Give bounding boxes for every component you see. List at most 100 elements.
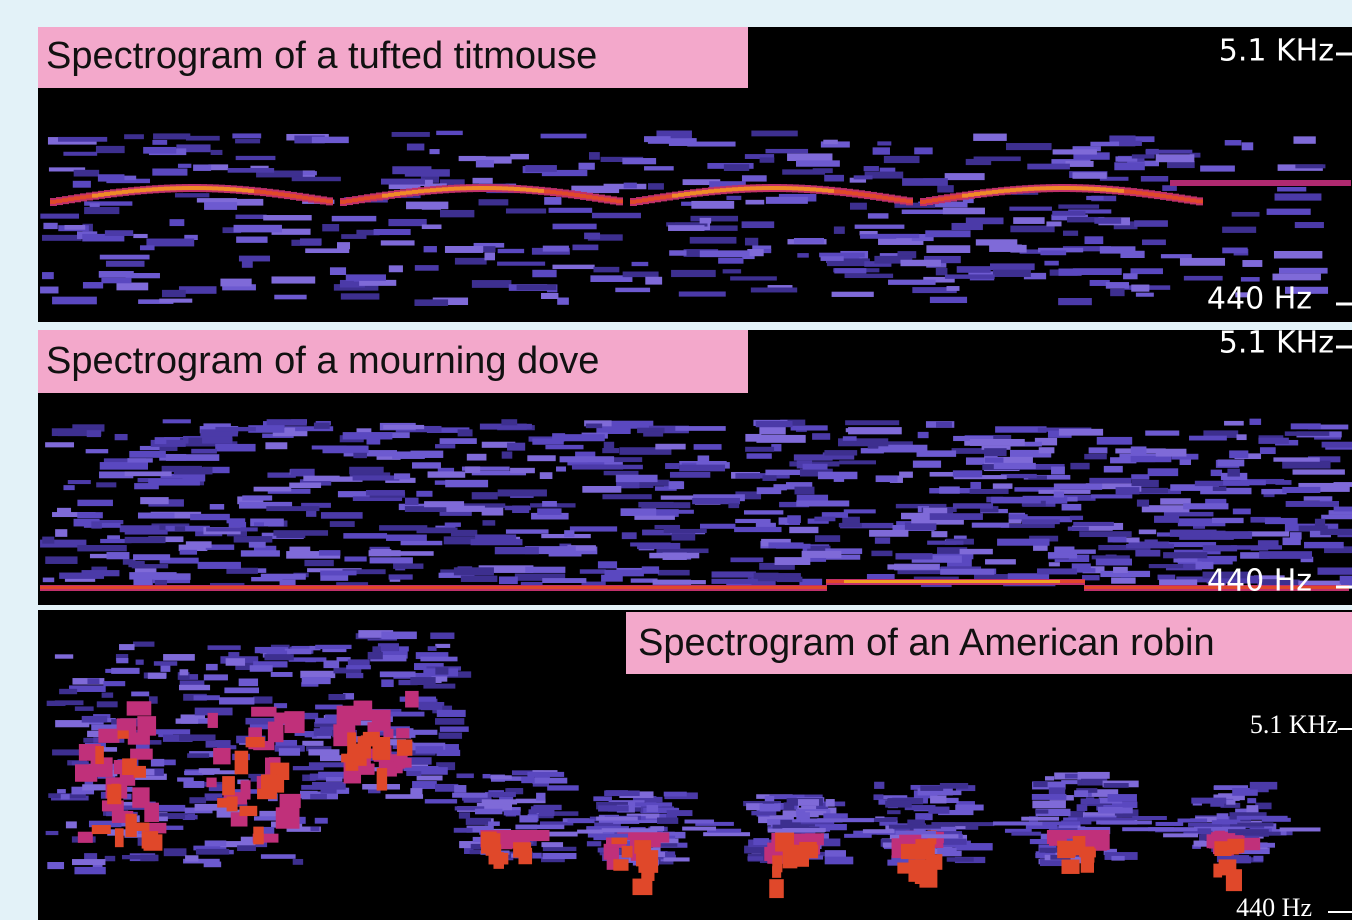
texture-cell <box>1130 268 1162 274</box>
texture-cell <box>623 272 659 278</box>
texture-cell <box>499 576 518 584</box>
texture-cell <box>751 287 797 292</box>
texture-cell <box>472 280 512 288</box>
texture-cell <box>1260 447 1276 454</box>
texture-cell <box>1094 187 1101 191</box>
texture-cell <box>598 586 605 589</box>
texture-cell <box>826 580 833 583</box>
texture-cell <box>127 701 152 715</box>
texture-cell <box>694 586 701 589</box>
texture-cell <box>896 831 936 835</box>
texture-cell <box>621 508 657 516</box>
texture-cell <box>77 512 103 518</box>
texture-cell <box>220 279 251 287</box>
texture-cell <box>370 586 377 589</box>
texture-cell <box>953 470 982 477</box>
texture-cell <box>204 862 222 868</box>
texture-cell <box>671 270 716 277</box>
texture-cell <box>204 202 237 210</box>
texture-cell <box>314 198 321 202</box>
texture-cell <box>1180 258 1225 266</box>
texture-cell <box>59 689 77 694</box>
texture-cell <box>991 497 1041 504</box>
texture-cell <box>1184 198 1191 202</box>
texture-cell <box>226 658 245 666</box>
figure: Spectrogram of a tufted titmouse 5.1 KHz… <box>0 0 1352 920</box>
texture-cell <box>580 569 606 573</box>
texture-cell <box>930 796 946 804</box>
texture-cell <box>163 419 191 423</box>
texture-cell <box>577 830 603 834</box>
texture-cell <box>945 274 995 278</box>
texture-cell <box>1072 580 1079 583</box>
texture-cell <box>56 199 63 203</box>
texture-cell <box>675 580 706 584</box>
texture-cell <box>884 156 920 163</box>
texture-cell <box>972 523 1009 528</box>
texture-cell <box>580 586 587 589</box>
texture-cell <box>132 787 149 807</box>
texture-cell <box>134 766 146 778</box>
texture-cell <box>74 867 105 874</box>
texture-cell <box>346 199 353 203</box>
texture-cell <box>328 586 335 589</box>
texture-cell <box>845 420 899 425</box>
texture-cell <box>1106 188 1113 192</box>
texture-cell <box>1322 442 1352 448</box>
texture-cell <box>1000 580 1007 583</box>
texture-cell <box>1132 586 1139 589</box>
texture-cell <box>908 859 927 882</box>
texture-cell <box>122 190 129 194</box>
texture-cell <box>513 842 531 857</box>
texture-cell <box>679 465 725 472</box>
texture-cell <box>1084 454 1107 459</box>
texture-cell <box>235 751 249 775</box>
texture-cell <box>58 586 65 589</box>
texture-cell <box>648 183 664 189</box>
texture-cell <box>682 586 689 589</box>
texture-cell <box>648 139 686 144</box>
texture-cell <box>1172 196 1179 200</box>
texture-cell <box>280 580 296 586</box>
texture-cell <box>146 188 153 192</box>
texture-cell <box>425 799 457 803</box>
texture-cell <box>1321 515 1352 520</box>
texture-cell <box>660 195 667 199</box>
texture-cell <box>772 855 782 872</box>
texture-cell <box>950 195 957 199</box>
texture-cell <box>541 842 563 847</box>
texture-cell <box>690 216 738 222</box>
texture-cell <box>1222 845 1239 855</box>
texture-cell <box>246 737 265 747</box>
texture-cell <box>934 580 941 583</box>
texture-cell <box>242 188 249 192</box>
texture-cell <box>234 536 273 542</box>
texture-cell <box>944 196 951 200</box>
texture-cell <box>1113 567 1128 573</box>
texture-cell <box>525 165 557 172</box>
texture-cell <box>1156 586 1163 589</box>
texture-cell <box>1081 855 1094 873</box>
texture-cell <box>647 805 659 812</box>
texture-cell <box>1286 501 1339 507</box>
texture-cell <box>1273 457 1319 461</box>
texture-cell <box>279 748 300 756</box>
texture-cell <box>100 462 148 470</box>
texture-cell <box>166 526 210 532</box>
texture-cell <box>1091 494 1132 498</box>
texture-cell <box>166 454 219 461</box>
texture-cell <box>106 261 145 267</box>
texture-cell <box>1159 579 1197 585</box>
texture-cell <box>970 489 1009 494</box>
texture-cell <box>353 453 367 458</box>
texture-cell <box>637 543 680 549</box>
texture-cell <box>1090 586 1097 589</box>
texture-cell <box>1315 519 1325 526</box>
texture-cell <box>826 799 835 807</box>
texture-cell <box>904 580 911 583</box>
texture-cell <box>634 516 675 520</box>
texture-cell <box>982 580 989 583</box>
texture-cell <box>560 434 604 441</box>
texture-cell <box>1109 135 1135 141</box>
texture-cell <box>59 573 104 579</box>
